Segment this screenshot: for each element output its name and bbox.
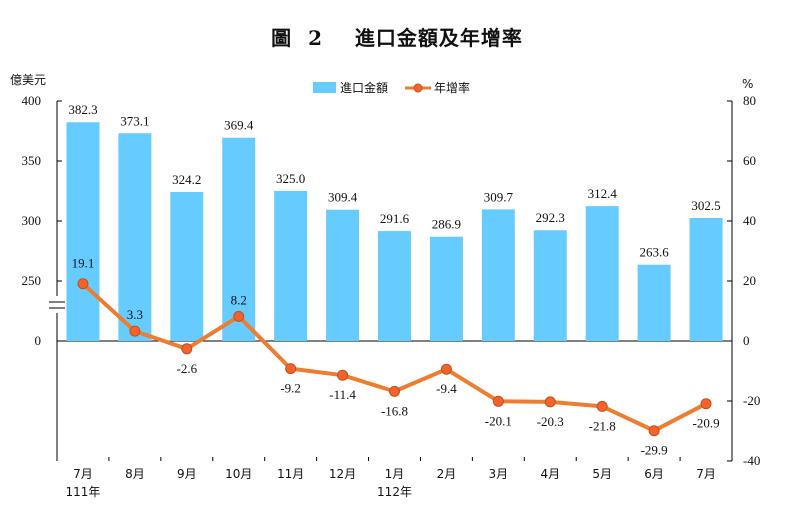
growth-point <box>77 278 89 290</box>
category-label: 7月 <box>696 467 716 481</box>
category-label: 8月 <box>125 467 145 481</box>
bar-label: 286.9 <box>432 217 461 232</box>
bar-label: 369.4 <box>224 118 254 133</box>
bar-label: 263.6 <box>639 245 669 260</box>
bar <box>533 230 567 341</box>
bar <box>118 133 152 341</box>
legend-swatch-marker <box>413 83 423 93</box>
category-label: 6月 <box>644 467 664 481</box>
growth-point <box>233 310 245 322</box>
bar-label: 382.3 <box>68 102 97 117</box>
growth-point <box>700 398 712 410</box>
growth-label: -20.3 <box>537 414 564 429</box>
bar-label: 325.0 <box>276 171 305 186</box>
left-tick-label: 350 <box>22 153 42 168</box>
right-tick-label: 0 <box>743 333 750 348</box>
left-tick-label: 400 <box>22 93 42 108</box>
category-label: 9月 <box>177 467 197 481</box>
bar <box>585 206 619 341</box>
growth-label: -20.1 <box>485 413 512 428</box>
bar <box>170 191 204 341</box>
growth-point <box>129 325 141 337</box>
year-label: 111年 <box>66 485 101 499</box>
growth-label: -9.4 <box>436 381 457 396</box>
bar <box>274 191 308 341</box>
bar-label: 324.2 <box>172 172 201 187</box>
growth-label: 19.1 <box>72 256 95 271</box>
growth-label: -9.2 <box>280 381 301 396</box>
chart-title: 圖 2 進口金額及年增率 <box>271 26 523 50</box>
category-label: 4月 <box>540 467 560 481</box>
bar-label: 291.6 <box>380 211 410 226</box>
legend-label-bar: 進口金額 <box>340 80 388 95</box>
category-label: 12月 <box>329 467 356 481</box>
bar <box>481 209 515 341</box>
category-label: 7月 <box>73 467 93 481</box>
bar <box>66 122 100 342</box>
bar-label: 292.3 <box>536 210 565 225</box>
growth-point <box>544 396 556 408</box>
growth-point <box>389 385 400 397</box>
bar <box>429 236 463 341</box>
bar <box>222 137 256 341</box>
right-tick-label: 20 <box>743 273 756 288</box>
bar-label: 309.7 <box>484 189 514 204</box>
right-unit-label: % <box>742 77 753 91</box>
category-label: 3月 <box>489 467 509 481</box>
growth-label: -29.9 <box>641 443 668 458</box>
left-unit-label: 億美元 <box>10 73 46 87</box>
growth-label: -11.4 <box>329 387 356 402</box>
left-tick-label: 250 <box>22 273 42 288</box>
growth-point <box>285 363 297 375</box>
bar-label: 309.4 <box>328 190 358 205</box>
left-tick-label: 0 <box>35 333 42 348</box>
category-label: 11月 <box>277 467 304 481</box>
category-label: 5月 <box>592 467 612 481</box>
category-label: 2月 <box>437 467 457 481</box>
legend-label-line: 年增率 <box>434 80 470 95</box>
growth-label: 3.3 <box>127 307 143 322</box>
growth-label: -2.6 <box>177 361 198 376</box>
growth-label: -20.9 <box>692 416 719 431</box>
bar-label: 302.5 <box>691 198 720 213</box>
bar <box>637 264 671 341</box>
growth-point <box>648 425 660 437</box>
growth-label: -16.8 <box>381 403 408 418</box>
growth-point <box>492 395 504 407</box>
left-tick-label: 300 <box>22 213 42 228</box>
growth-label: -21.8 <box>589 418 616 433</box>
bar <box>378 231 411 341</box>
growth-point <box>596 400 608 412</box>
bar-label: 373.1 <box>120 113 149 128</box>
right-tick-label: 80 <box>743 93 756 108</box>
year-label: 112年 <box>377 485 412 499</box>
legend-swatch-bar <box>313 82 336 93</box>
right-tick-label: -20 <box>743 393 760 408</box>
right-tick-label: 40 <box>743 213 756 228</box>
bar-label: 312.4 <box>588 186 618 201</box>
right-tick-label: -40 <box>743 453 760 468</box>
growth-label: 8.2 <box>231 292 247 307</box>
right-tick-label: 60 <box>743 153 756 168</box>
category-label: 1月 <box>385 467 405 481</box>
category-label: 10月 <box>225 467 252 481</box>
growth-point <box>181 343 193 355</box>
growth-point <box>440 363 452 375</box>
growth-point <box>337 369 349 381</box>
bar <box>689 218 723 341</box>
bar <box>326 209 360 341</box>
